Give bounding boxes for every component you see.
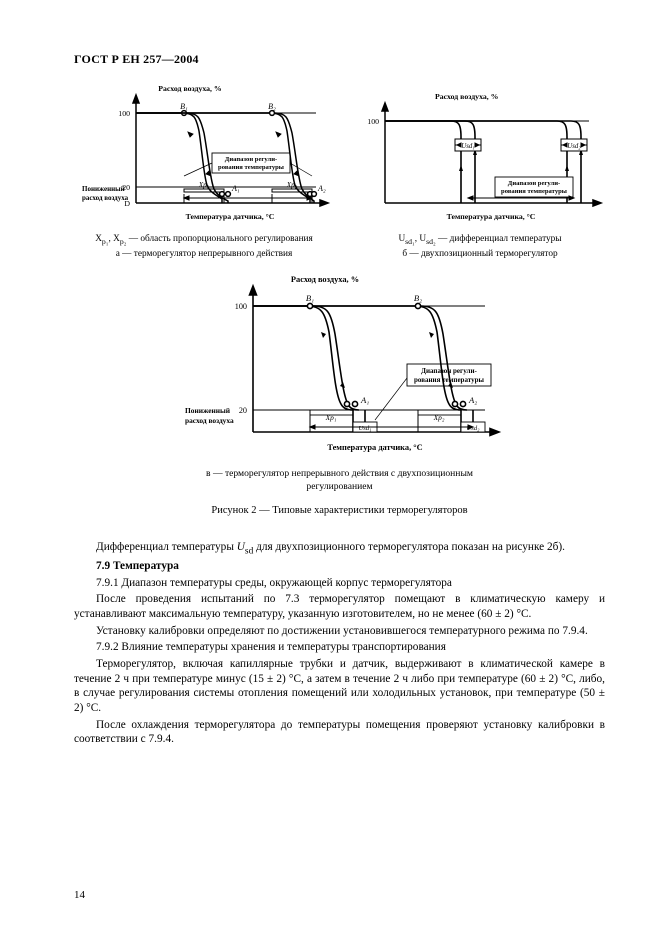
para-791: 7.9.1 Диапазон температуры среды, окружа… bbox=[74, 576, 605, 591]
chart-c-under: в — терморегулятор непрерывного действия… bbox=[206, 468, 473, 492]
chart-a-under1: Xp₁, Xp₂ — область пропорционального рег… bbox=[95, 234, 313, 244]
svg-text:Xp₂: Xp₂ bbox=[286, 181, 298, 189]
svg-text:рования температуры: рования температуры bbox=[218, 164, 284, 171]
chart-c-wrap: Расход воздуха, % 100 20 Пониженный расх… bbox=[74, 270, 605, 494]
svg-text:расход воздуха: расход воздуха bbox=[82, 194, 129, 202]
svg-text:A₂: A₂ bbox=[468, 395, 477, 405]
figure-caption: Рисунок 2 — Типовые характеристики термо… bbox=[74, 504, 605, 517]
svg-text:Usd₁: Usd₁ bbox=[461, 143, 474, 150]
svg-text:Пониженный: Пониженный bbox=[185, 406, 231, 415]
svg-text:A₂: A₂ bbox=[317, 184, 326, 193]
chart-a: Расход воздуха, % 100 20 D bbox=[74, 81, 334, 260]
svg-text:расход воздуха: расход воздуха bbox=[185, 416, 234, 425]
svg-text:20: 20 bbox=[238, 406, 246, 415]
svg-text:100: 100 bbox=[234, 302, 246, 311]
chart-b-under2: б — двухпозиционный терморегулятор bbox=[402, 249, 557, 259]
svg-text:Температура датчика, °С: Температура датчика, °С bbox=[186, 212, 275, 221]
svg-text:Usd₁: Usd₁ bbox=[358, 425, 371, 432]
svg-text:B₂: B₂ bbox=[413, 293, 421, 303]
svg-text:A₁: A₁ bbox=[231, 184, 240, 193]
section-title-79: 7.9 Температура bbox=[74, 559, 605, 574]
svg-text:100: 100 bbox=[118, 109, 130, 118]
para-792-body2: После охлаждения терморегулятора до темп… bbox=[74, 718, 605, 747]
chart-a-legend: Xp₁, Xp₂ — область пропорционального рег… bbox=[74, 233, 334, 260]
svg-text:Диапазон регули-: Диапазон регули- bbox=[225, 156, 277, 163]
chart-b-under1: Usd₁, Usd₂ — дифференциал температуры bbox=[398, 234, 561, 244]
chart-b-legend: Usd₁, Usd₂ — дифференциал температуры б … bbox=[355, 233, 605, 260]
svg-text:Температура датчика, °С: Температура датчика, °С bbox=[447, 212, 536, 221]
svg-text:A₁: A₁ bbox=[360, 395, 369, 405]
svg-text:Расход воздуха, %: Расход воздуха, % bbox=[435, 92, 499, 101]
svg-text:Пониженный: Пониженный bbox=[82, 185, 125, 193]
para-792: 7.9.2 Влияние температуры хранения и тем… bbox=[74, 640, 605, 655]
svg-text:100: 100 bbox=[367, 117, 379, 126]
para-792-body: Терморегулятор, включая капиллярные труб… bbox=[74, 657, 605, 716]
chart-c-legend: в — терморегулятор непрерывного действия… bbox=[175, 468, 505, 494]
svg-text:B₂: B₂ bbox=[268, 102, 276, 111]
svg-text:Диапазон регули-: Диапазон регули- bbox=[508, 180, 560, 187]
svg-text:Xp₂: Xp₂ bbox=[432, 413, 444, 422]
doc-header: ГОСТ Р ЕН 257—2004 bbox=[74, 52, 605, 67]
chart-a-under2: a — терморегулятор непрерывного действия bbox=[116, 249, 293, 259]
svg-text:B₁: B₁ bbox=[180, 102, 188, 111]
chart-b: Расход воздуха, % 100 Температура датчик… bbox=[355, 81, 605, 260]
para-1: Дифференциал температуры Usd для двухпоз… bbox=[74, 540, 605, 557]
svg-text:Xp₁: Xp₁ bbox=[324, 413, 336, 422]
svg-text:Xp₁: Xp₁ bbox=[198, 181, 210, 189]
chart-a-ytitle: Расход воздуха, % bbox=[158, 84, 222, 93]
svg-text:Температура датчика, °С: Температура датчика, °С bbox=[327, 443, 422, 452]
svg-text:Расход воздуха, %: Расход воздуха, % bbox=[290, 275, 358, 284]
para-791-body2: Установку калибровки определяют по дости… bbox=[74, 624, 605, 639]
body-text: Дифференциал температуры Usd для двухпоз… bbox=[74, 540, 605, 748]
page-number: 14 bbox=[74, 888, 85, 902]
para-791-body: После проведения испытаний по 7.3 термор… bbox=[74, 592, 605, 621]
svg-text:рования температуры: рования температуры bbox=[501, 188, 567, 195]
svg-text:Usd₂: Usd₂ bbox=[567, 143, 581, 150]
chart-c: Расход воздуха, % 100 20 Пониженный расх… bbox=[175, 270, 505, 494]
svg-text:B₁: B₁ bbox=[305, 293, 313, 303]
charts-row-top: Расход воздуха, % 100 20 D bbox=[74, 81, 605, 260]
